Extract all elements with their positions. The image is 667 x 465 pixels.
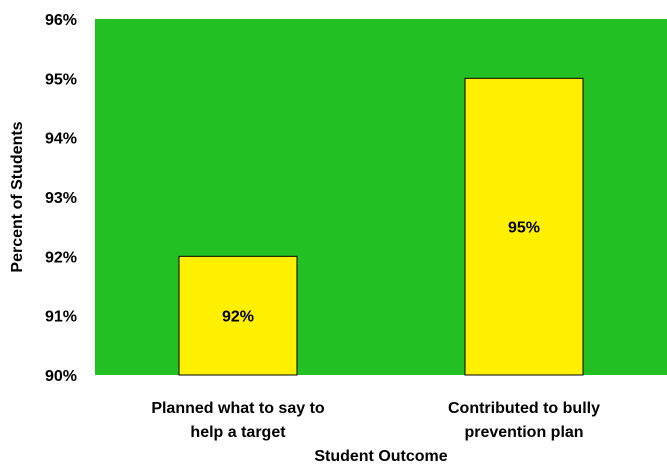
y-axis-ticks: 90% 91% 92% 93% 94% 95% 96% [45, 12, 77, 385]
data-label-2: 95% [508, 220, 540, 237]
y-tick-label: 96% [45, 12, 77, 29]
y-tick-label: 93% [45, 190, 77, 207]
y-tick-label: 94% [45, 131, 77, 148]
data-label-1: 92% [222, 309, 254, 326]
y-tick-label: 92% [45, 249, 77, 266]
bar-2 [464, 77, 584, 376]
x-axis-title: Student Outcome [314, 448, 447, 465]
x-axis-categories: Planned what to say to help a target Contr… [151, 400, 600, 441]
bar-1 [178, 255, 298, 376]
x-category-label-1: Planned what to say to help a target [151, 400, 325, 441]
bars-group: 92% 95% [178, 77, 584, 376]
y-tick-label: 95% [45, 71, 77, 88]
y-axis-title: Percent of Students [9, 121, 26, 272]
y-tick-label: 91% [45, 309, 77, 326]
y-tick-label: 90% [45, 368, 77, 385]
x-category-label-2: Contributed to bully prevention plan [448, 400, 600, 441]
